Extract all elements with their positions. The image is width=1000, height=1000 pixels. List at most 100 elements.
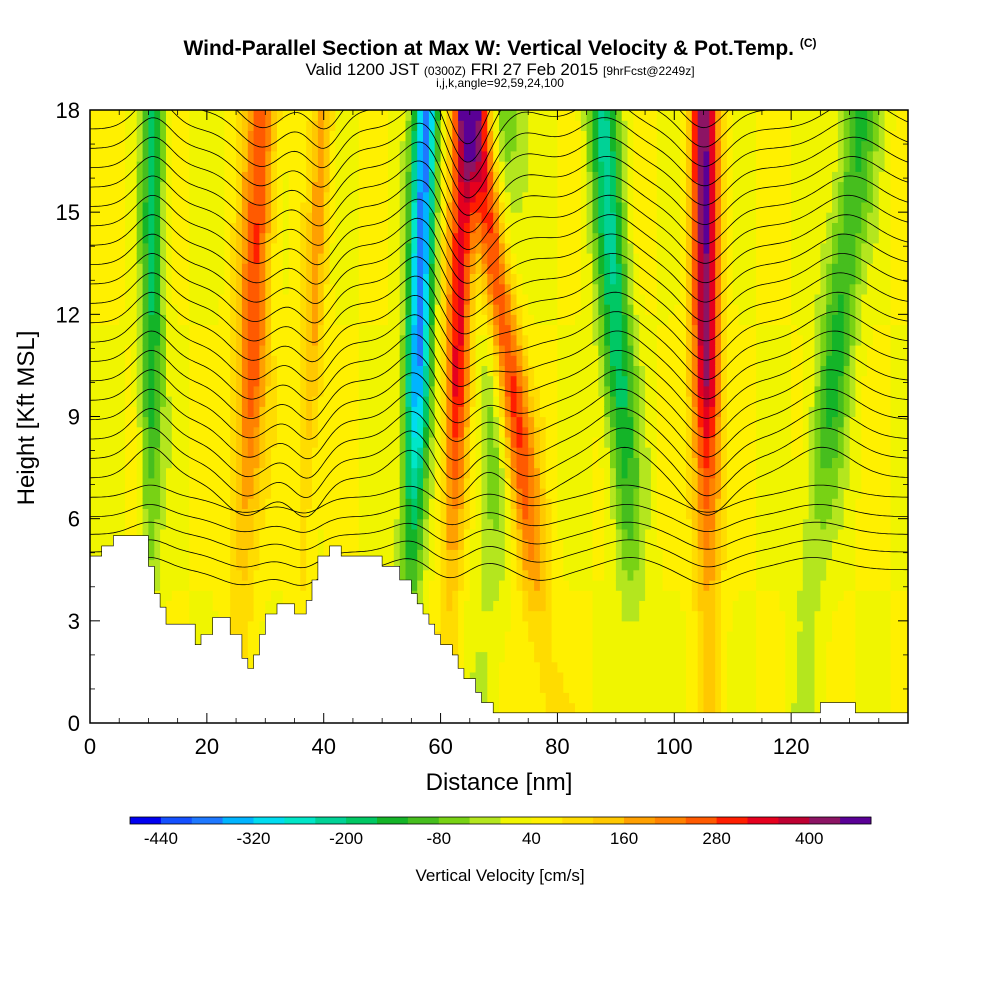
velocity-cell <box>329 324 336 336</box>
velocity-cell <box>510 130 518 142</box>
velocity-cell <box>160 498 167 509</box>
velocity-cell <box>487 396 494 407</box>
velocity-cell <box>534 161 541 172</box>
velocity-cell <box>434 355 442 366</box>
velocity-cell <box>236 498 243 509</box>
velocity-cell <box>259 467 266 479</box>
velocity-cell <box>388 283 395 295</box>
velocity-cell <box>236 447 243 458</box>
velocity-cell <box>352 304 360 315</box>
velocity-cell <box>341 518 348 530</box>
velocity-cell <box>563 253 570 264</box>
velocity-cell <box>218 416 225 428</box>
velocity-cell <box>195 498 202 509</box>
velocity-cell <box>154 559 161 571</box>
velocity-cell <box>154 130 161 142</box>
velocity-cell <box>160 314 167 326</box>
velocity-cell <box>405 110 412 121</box>
velocity-cell <box>388 253 395 264</box>
velocity-cell <box>405 385 412 397</box>
velocity-cell <box>125 488 132 499</box>
velocity-cell <box>446 273 453 285</box>
velocity-cell <box>95 110 103 121</box>
velocity-cell <box>306 508 313 520</box>
velocity-cell <box>148 375 155 387</box>
velocity-cell <box>563 488 570 499</box>
velocity-cell <box>446 508 453 520</box>
velocity-cell <box>142 324 149 336</box>
velocity-cell <box>370 345 377 356</box>
velocity-cell <box>113 263 120 274</box>
velocity-cell <box>300 406 307 418</box>
velocity-cell <box>428 120 436 131</box>
velocity-cell <box>300 171 307 183</box>
velocity-cell <box>428 191 436 203</box>
velocity-cell <box>516 641 523 653</box>
velocity-cell <box>504 620 512 632</box>
velocity-cell <box>282 549 290 561</box>
velocity-cell <box>399 130 407 142</box>
velocity-cell <box>499 355 506 366</box>
velocity-cell <box>434 161 442 172</box>
velocity-cell <box>352 191 360 203</box>
velocity-cell <box>317 396 325 407</box>
velocity-cell <box>195 631 202 642</box>
velocity-cell <box>218 385 225 397</box>
velocity-cell <box>300 242 307 254</box>
velocity-cell <box>551 457 558 469</box>
velocity-cell <box>352 457 360 469</box>
velocity-cell <box>201 447 208 458</box>
velocity-cell <box>487 467 494 479</box>
velocity-cell <box>142 375 149 387</box>
velocity-cell <box>177 580 184 591</box>
velocity-cell <box>352 150 360 162</box>
velocity-cell <box>417 130 424 142</box>
velocity-cell <box>469 661 477 673</box>
velocity-cell <box>423 324 430 336</box>
velocity-cell <box>563 396 570 407</box>
velocity-cell <box>247 181 255 193</box>
velocity-cell <box>499 181 506 193</box>
velocity-cell <box>423 355 430 366</box>
velocity-cell <box>218 590 225 601</box>
velocity-cell <box>107 242 114 254</box>
velocity-cell <box>469 416 477 428</box>
velocity-cell <box>183 580 190 591</box>
velocity-cell <box>463 477 471 489</box>
velocity-cell <box>376 447 383 458</box>
velocity-cell <box>201 467 208 479</box>
velocity-cell <box>534 365 541 377</box>
velocity-cell <box>148 436 155 448</box>
velocity-cell <box>160 590 167 601</box>
velocity-cell <box>241 436 249 448</box>
velocity-cell <box>534 631 541 642</box>
velocity-cell <box>551 580 558 591</box>
velocity-cell <box>388 385 395 397</box>
velocity-cell <box>323 150 331 162</box>
velocity-cell <box>95 477 103 489</box>
velocity-cell <box>101 416 109 428</box>
velocity-cell <box>551 130 558 142</box>
velocity-cell <box>230 355 237 366</box>
velocity-cell <box>171 161 179 172</box>
velocity-cell <box>563 242 570 254</box>
velocity-cell <box>428 539 436 550</box>
velocity-cell <box>458 528 465 540</box>
velocity-cell <box>101 222 109 234</box>
velocity-cell <box>107 120 114 131</box>
velocity-cell <box>534 651 541 663</box>
velocity-cell <box>347 120 354 131</box>
velocity-cell <box>382 426 389 438</box>
velocity-cell <box>224 304 231 315</box>
velocity-cell <box>253 600 260 612</box>
velocity-cell <box>306 283 313 295</box>
velocity-cell <box>90 549 97 561</box>
velocity-cell <box>253 191 260 203</box>
velocity-cell <box>528 345 535 356</box>
velocity-cell <box>277 580 284 591</box>
velocity-cell <box>446 201 453 213</box>
velocity-cell <box>469 355 477 366</box>
velocity-cell <box>212 559 220 571</box>
velocity-cell <box>236 161 243 172</box>
velocity-cell <box>510 355 518 366</box>
